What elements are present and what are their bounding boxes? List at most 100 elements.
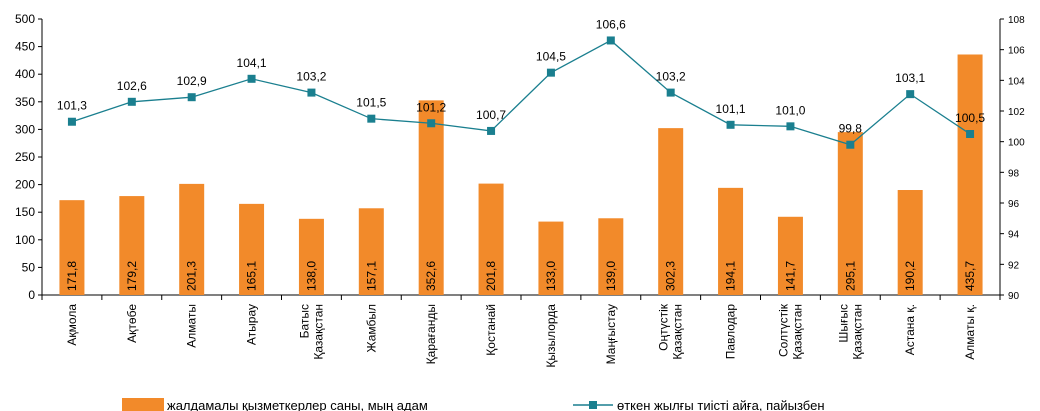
- category-label-line: Ақтөбе: [125, 304, 139, 343]
- category-label: Алматы: [185, 304, 199, 348]
- bar-value-label: 171,8: [65, 261, 79, 291]
- line-point: [966, 130, 975, 138]
- category-label: Павлодар: [724, 304, 738, 360]
- right-tick-label: 100: [1008, 138, 1025, 149]
- right-tick-label: 102: [1008, 107, 1025, 118]
- category-label: Астана қ.: [903, 304, 917, 355]
- line-value-label: 101,0: [775, 103, 805, 117]
- right-tick-label: 94: [1008, 230, 1020, 241]
- bar: [837, 132, 863, 295]
- line-value-label: 102,9: [177, 74, 207, 88]
- bar: [658, 128, 684, 295]
- category-label-line: Павлодар: [724, 304, 738, 360]
- line-labels: 101,3 102,6 102,9 104,1 103,2 101,5 101,2 100,7…: [57, 17, 985, 135]
- line-value-label: 99,8: [839, 122, 863, 136]
- category-label: Ақтөбе: [125, 304, 139, 343]
- category-label-line: Қарағанды: [424, 304, 438, 364]
- legend-line-marker: [589, 401, 597, 409]
- category-label: Қарағанды: [424, 304, 438, 364]
- category-label: Оңтүстік Қазақстан: [657, 303, 685, 359]
- bar-value-label: 352,6: [424, 261, 438, 291]
- category-label-line: Қызылорда: [544, 304, 558, 368]
- line-point: [127, 97, 136, 106]
- line-value-label: 103,2: [656, 70, 686, 84]
- right-tick-label: 108: [1008, 15, 1025, 26]
- line-value-label: 104,5: [536, 50, 566, 64]
- line-point: [487, 126, 496, 135]
- left-tick-label: 50: [22, 260, 36, 274]
- line-point: [606, 36, 615, 45]
- bar: [239, 203, 265, 295]
- category-label: Жамбыл: [364, 304, 378, 353]
- bar: [718, 187, 744, 295]
- line-value-label: 101,3: [57, 99, 87, 113]
- line-value-label: 101,5: [356, 96, 386, 110]
- bar-value-label: 302,3: [664, 261, 678, 291]
- category-label-line: Алматы: [185, 304, 199, 348]
- category-label: Шығыс Қазақстан: [836, 304, 864, 360]
- line-value-label: 102,6: [117, 79, 147, 93]
- right-tick-label: 98: [1008, 168, 1020, 179]
- left-tick-label: 500: [15, 12, 35, 26]
- legend-bar-label: жалдамалы қызметкерлер саны, мың адам: [167, 398, 428, 411]
- category-label-line: Қазақстан: [850, 304, 864, 360]
- category-label-line: Жамбыл: [364, 304, 378, 353]
- bar: [298, 218, 324, 295]
- line-point: [846, 140, 855, 149]
- left-tick-label: 450: [15, 40, 35, 54]
- category-label: Маңғыстау: [604, 304, 618, 364]
- bar-value-label: 201,8: [484, 261, 498, 291]
- left-tick-label: 350: [15, 95, 35, 109]
- category-label: Ақмола: [65, 304, 79, 346]
- legend-bar-swatch: [122, 398, 164, 411]
- category-label: Алматы қ.: [963, 304, 977, 360]
- bar-value-label: 141,7: [783, 261, 797, 291]
- category-label-line: Қазақстан: [311, 304, 325, 360]
- line-value-label: 101,1: [716, 102, 746, 116]
- line-value-label: 103,1: [895, 71, 925, 85]
- bar-labels: 171,8 179,2 201,3 165,1 138,0 157,1 352,6 201,8…: [65, 261, 977, 291]
- bar: [418, 100, 444, 295]
- line-series: [67, 36, 975, 149]
- right-tick-label: 96: [1008, 199, 1020, 210]
- line-point: [546, 68, 555, 77]
- category-label: Қостанай: [484, 304, 498, 356]
- bar-value-label: 295,1: [843, 261, 857, 291]
- category-label-line: Ақмола: [65, 304, 79, 346]
- line-point: [187, 93, 196, 102]
- bar-value-label: 157,1: [364, 261, 378, 291]
- line-value-label: 104,1: [237, 56, 267, 70]
- left-tick-label: 100: [15, 233, 35, 247]
- line-value-label: 100,7: [476, 108, 506, 122]
- line-value-label: 101,2: [416, 100, 446, 114]
- line-value-label: 100,5: [955, 111, 985, 125]
- bar: [897, 190, 923, 295]
- bar-value-label: 179,2: [125, 261, 139, 291]
- line-point: [906, 90, 915, 99]
- category-label: Қызылорда: [544, 304, 558, 368]
- left-tick-label: 200: [15, 178, 35, 192]
- bar-value-label: 194,1: [724, 261, 738, 291]
- line-point: [786, 122, 795, 131]
- category-label-line: Маңғыстау: [604, 304, 618, 364]
- bar-value-label: 190,2: [903, 261, 917, 291]
- category-label-line: Батыс: [297, 304, 311, 338]
- bar: [179, 183, 205, 295]
- left-tick-label: 300: [15, 122, 35, 136]
- bar: [957, 54, 983, 296]
- line-point: [367, 114, 376, 123]
- right-tick-label: 92: [1008, 260, 1020, 271]
- category-label-line: Қазақстан: [671, 304, 685, 360]
- bar: [119, 196, 145, 295]
- category-label-line: Қостанай: [484, 304, 498, 356]
- series-line: [71, 39, 971, 146]
- category-label-line: Солтүстік: [776, 303, 790, 357]
- category-label: Атырау: [245, 304, 259, 345]
- category-label: Солтүстік Қазақстан: [776, 303, 804, 359]
- legend: жалдамалы қызметкерлер саны, мың адам өт…: [122, 398, 825, 411]
- bar: [598, 218, 624, 295]
- right-tick-label: 104: [1008, 76, 1025, 87]
- categories: Ақмола Ақтөбе Алматы Атырау Батыс Қазақстан Жа…: [65, 303, 977, 367]
- line-point: [67, 117, 76, 126]
